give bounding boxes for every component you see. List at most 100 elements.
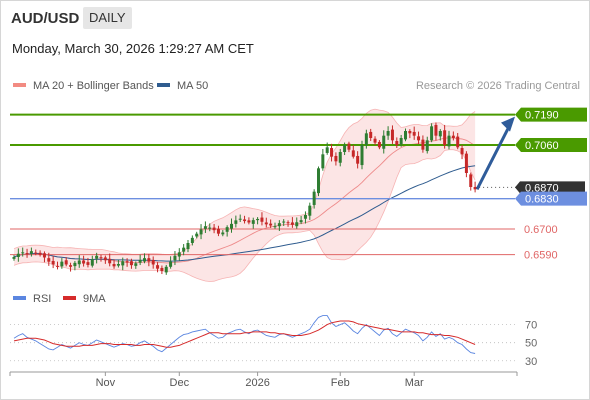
candle-body: [212, 227, 216, 231]
legend-rsi: RSI: [13, 293, 51, 305]
candle-body: [460, 148, 464, 155]
chart-header: AUD/USD DAILY: [0, 0, 590, 36]
timestamp: Monday, March 30, 2026 1:29:27 AM CET: [12, 41, 254, 56]
level-tag: [515, 191, 587, 206]
candle-body: [42, 253, 46, 258]
x-tick-label: Dec: [170, 377, 190, 389]
candle-body: [443, 130, 447, 145]
candle-body: [308, 205, 312, 216]
candle-body: [412, 131, 416, 136]
candle-body: [143, 258, 146, 262]
candle-body: [77, 260, 81, 265]
candle-body: [108, 258, 112, 264]
rsi-swatch: [13, 296, 26, 301]
candle-body: [199, 229, 203, 235]
bollinger-band-fill: [14, 109, 476, 282]
candle-body: [64, 260, 68, 265]
candle-body: [103, 257, 107, 261]
candle-body: [138, 260, 142, 263]
candle-body: [473, 187, 477, 190]
candle-body: [225, 227, 229, 232]
bollinger-upper-line: [13, 108, 476, 255]
candle-body: [351, 150, 355, 157]
candle-body: [112, 264, 116, 267]
legend-ma50: MA 50: [157, 80, 208, 92]
candle-body: [12, 257, 16, 259]
candle-body: [277, 223, 281, 227]
candle-body: [90, 259, 94, 266]
level-label: 0.6700: [524, 224, 558, 236]
x-tick-label: Nov: [96, 377, 116, 389]
candle-body: [21, 252, 25, 254]
candle-body: [116, 264, 120, 266]
candle-body: [269, 223, 273, 226]
candle-body: [95, 255, 99, 259]
candle-body: [334, 155, 338, 162]
candle-body: [425, 140, 429, 152]
candle-body: [247, 220, 251, 223]
ma50-swatch: [157, 83, 170, 88]
candle-body: [295, 222, 299, 227]
last-price-tag: [515, 181, 585, 194]
candle-body: [282, 221, 286, 223]
candle-body: [208, 227, 212, 229]
legend-bollinger-label: MA 20 + Bollinger Bands: [33, 80, 154, 92]
forecast-arrowhead: [501, 116, 515, 132]
candle-body: [377, 141, 381, 148]
candle-body: [182, 247, 186, 252]
candle-body: [417, 136, 421, 141]
candle-body: [243, 219, 247, 222]
candle-body: [251, 220, 255, 224]
candle-body: [34, 252, 38, 254]
rsi-tick-label: 70: [525, 320, 537, 332]
candle-body: [447, 135, 451, 147]
candle-body: [347, 143, 351, 150]
candle-body: [234, 220, 238, 224]
candle-body: [338, 152, 342, 163]
candle-body: [190, 237, 194, 243]
candle-body: [129, 261, 133, 266]
candle-body: [395, 141, 399, 145]
candle-body: [260, 217, 264, 222]
timeframe-badge[interactable]: DAILY: [83, 7, 132, 29]
candle-body: [169, 261, 173, 267]
candle-body: [216, 228, 220, 234]
rsi-line: [13, 315, 476, 354]
legend-9ma: 9MA: [63, 293, 106, 305]
candle-body: [369, 131, 373, 138]
9ma-swatch: [63, 296, 76, 301]
candle-body: [134, 263, 138, 266]
candle-body: [430, 126, 434, 141]
candle-body: [177, 252, 181, 257]
candle-body: [186, 243, 190, 250]
candle-body: [60, 261, 64, 267]
candle-body: [73, 262, 77, 267]
candle-body: [469, 174, 473, 187]
candle-body: [264, 222, 268, 225]
candle-body: [99, 257, 103, 259]
candle-body: [69, 265, 73, 267]
candle-body: [121, 261, 125, 266]
candle-body: [404, 131, 407, 140]
level-label: 0.6830: [525, 194, 559, 206]
candle-body: [195, 233, 199, 237]
candle-body: [434, 124, 438, 136]
candle-body: [456, 136, 460, 148]
candle-body: [29, 251, 33, 254]
candle-body: [356, 155, 360, 164]
candle-body: [16, 253, 20, 257]
candle-body: [399, 138, 403, 145]
candle-body: [382, 135, 386, 149]
candle-body: [164, 266, 168, 273]
level-label: 0.6590: [524, 250, 558, 262]
legend-bollinger: MA 20 + Bollinger Bands: [13, 80, 154, 92]
candle-body: [303, 215, 307, 219]
candle-body: [360, 145, 364, 166]
level-label: 0.7190: [525, 110, 559, 122]
candle-body: [317, 168, 320, 194]
candle-body: [373, 138, 377, 143]
candle-body: [451, 135, 455, 138]
candle-body: [408, 131, 412, 134]
candle-body: [38, 252, 42, 255]
